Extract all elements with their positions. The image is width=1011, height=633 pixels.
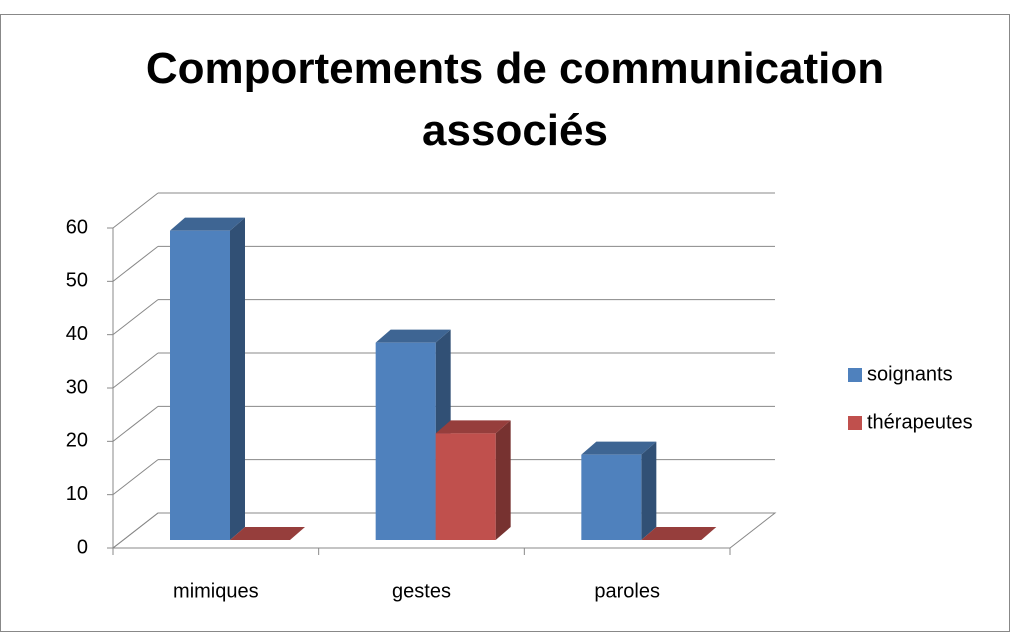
legend-label: soignants <box>867 363 953 385</box>
grid-line <box>112 405 159 442</box>
y-tick-label: 20 <box>66 430 88 452</box>
bar <box>170 230 230 540</box>
grid-line <box>112 352 159 389</box>
y-tick-label: 40 <box>66 323 88 345</box>
y-tick-label: 0 <box>77 536 88 558</box>
bar-top <box>641 527 717 540</box>
bar-top <box>375 329 451 343</box>
x-tick-label: gestes <box>392 580 451 602</box>
x-tick-label: paroles <box>594 580 660 602</box>
grid-line <box>112 299 159 336</box>
grid-line <box>112 459 159 496</box>
legend-swatch <box>848 416 862 430</box>
bar-top <box>581 441 657 455</box>
chart-title: Comportements de communication associés <box>145 44 885 155</box>
grid-line <box>112 192 159 229</box>
bar <box>375 342 436 540</box>
bar-side <box>495 420 511 540</box>
y-tick-label: 30 <box>66 376 88 398</box>
y-tick-label: 50 <box>66 270 88 292</box>
bar-top <box>435 420 511 434</box>
bar-side <box>641 441 657 540</box>
bar-top <box>170 217 245 231</box>
x-tick-label: mimiques <box>173 580 259 602</box>
legend-label: thérapeutes <box>867 411 973 433</box>
bar-side <box>230 217 245 540</box>
bar <box>581 454 642 540</box>
bar <box>435 433 496 540</box>
grid-line <box>112 512 159 549</box>
y-tick-label: 60 <box>66 216 88 238</box>
y-tick-label: 10 <box>66 483 88 505</box>
grid-line <box>112 245 159 282</box>
legend-swatch <box>848 368 862 382</box>
bar-top <box>230 527 305 540</box>
